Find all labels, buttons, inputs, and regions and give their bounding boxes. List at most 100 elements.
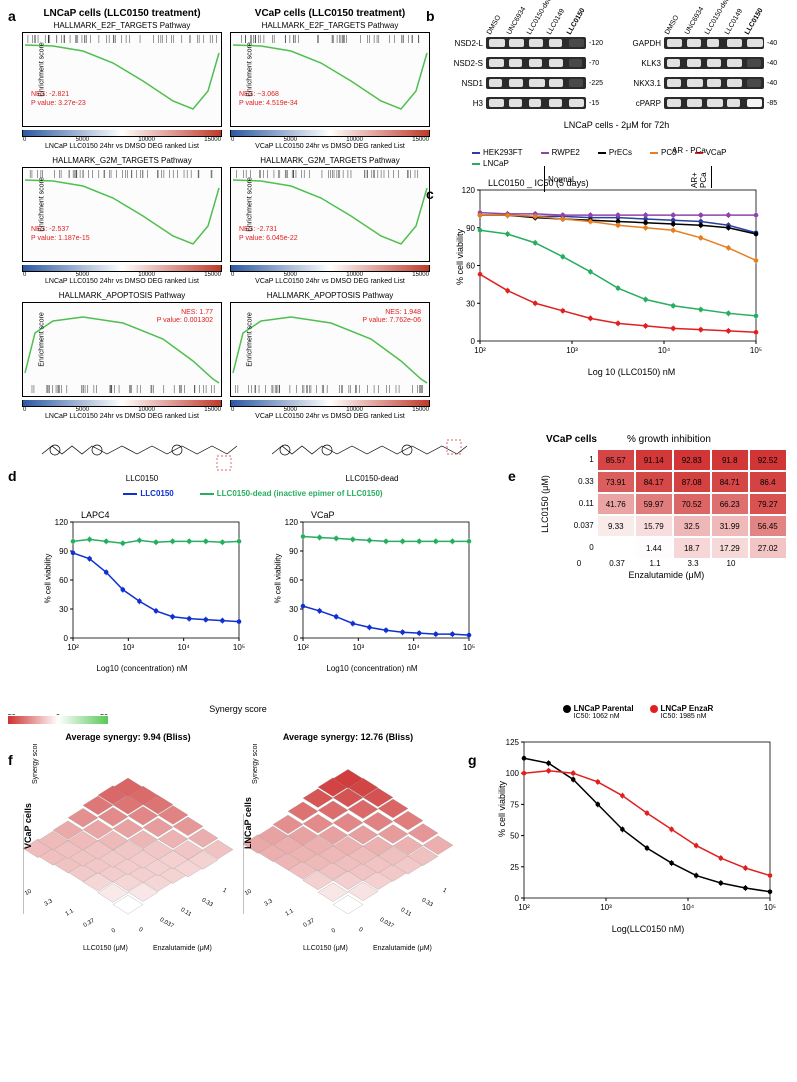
heatmap-cell: 70.52 bbox=[673, 493, 711, 515]
gsea-ylabel: Enrichment score bbox=[247, 42, 254, 96]
blot-mw: -15 bbox=[589, 100, 599, 107]
gsea-chart: NES: −3.068P value: 4.519e-34Enrichment … bbox=[230, 32, 430, 127]
legend-label: HEK293FT bbox=[483, 148, 523, 157]
e-ylabel: LLC0150 (μM) bbox=[540, 475, 550, 533]
panel-label-a: a bbox=[8, 8, 16, 24]
blot-mw: -85 bbox=[767, 100, 777, 107]
blot-row-label: KLK3 bbox=[622, 59, 664, 68]
gsea-xtick: 0 bbox=[231, 407, 234, 413]
svg-text:VCaP cells: VCaP cells bbox=[23, 803, 33, 849]
e-xlabel: Enzalutamide (μM) bbox=[546, 570, 787, 580]
blot-mw: -40 bbox=[767, 40, 777, 47]
gsea-col2-title: VCaP cells (LLC0150 treatment) bbox=[230, 8, 430, 19]
legend-label: VCaP bbox=[706, 148, 727, 157]
svg-text:0: 0 bbox=[56, 714, 60, 717]
panel-d: LLC0150 LLC0150-dead LLC0150LLC0150-dead… bbox=[22, 434, 492, 694]
svg-text:10²: 10² bbox=[297, 643, 309, 652]
synergy-surface: Average synergy: 12.76 (Bliss)-40-30-20-… bbox=[243, 732, 453, 954]
panel-label-d: d bbox=[8, 468, 17, 484]
blot-strip bbox=[486, 37, 586, 49]
svg-text:100: 100 bbox=[506, 769, 520, 778]
legend-item: LNCaP EnzaRIC50: 1985 nM bbox=[650, 704, 714, 720]
gsea-plot: HALLMARK_APOPTOSIS PathwayNES: 1.948P va… bbox=[230, 291, 430, 426]
legend-swatch bbox=[598, 152, 606, 154]
svg-text:0: 0 bbox=[64, 634, 69, 643]
legend-item: RWPE2 bbox=[541, 148, 580, 157]
svg-text:10²: 10² bbox=[518, 903, 530, 912]
blot-strip bbox=[664, 37, 764, 49]
heatmap-cell: 92.83 bbox=[673, 449, 711, 471]
heatmap-ytick: 0 bbox=[574, 537, 594, 559]
gsea-col-lncap: LNCaP cells (LLC0150 treatment) bbox=[22, 8, 222, 21]
blot-lane-label: LLC0150 bbox=[744, 7, 765, 36]
synergy-surface: Average synergy: 9.94 (Bliss)-40-30-20-1… bbox=[23, 732, 233, 954]
structure-llc0150 bbox=[37, 434, 247, 474]
svg-text:10³: 10³ bbox=[566, 346, 578, 355]
panel-b: DMSOUNC6934LLC0150-deadLLC0149LLC0150 NS… bbox=[444, 8, 789, 377]
blot-mw: -40 bbox=[767, 80, 777, 87]
struct2-label: LLC0150-dead bbox=[267, 474, 477, 483]
svg-text:10⁴: 10⁴ bbox=[177, 643, 190, 652]
gsea-xtick: 15000 bbox=[204, 272, 221, 278]
svg-text:60: 60 bbox=[466, 262, 475, 271]
heatmap-xtick: 3.3 bbox=[674, 559, 712, 568]
svg-text:90: 90 bbox=[466, 224, 475, 233]
svg-text:0: 0 bbox=[137, 927, 143, 934]
svg-text:0: 0 bbox=[111, 927, 117, 934]
synergy-color-scale: 20 0 -20 bbox=[8, 714, 108, 728]
svg-text:Enzalutamide (μM): Enzalutamide (μM) bbox=[373, 945, 432, 952]
heatmap-xtick: 0 bbox=[560, 559, 598, 568]
blot-lane-label: LLC0150 bbox=[566, 7, 587, 36]
blot-strip bbox=[486, 77, 586, 89]
heatmap-ytick: 1 bbox=[574, 449, 594, 471]
panel-label-e: e bbox=[508, 468, 516, 484]
c-xlabel: Log 10 (LLC0150) nM bbox=[474, 367, 789, 377]
panel-c: HEK293FTRWPE2PrECsPC3VCaPLNCaPNormalAR -… bbox=[444, 148, 789, 377]
legend-label: LLC0150-dead (inactive epimer of LLC0150… bbox=[217, 489, 383, 498]
legend-swatch bbox=[123, 493, 137, 495]
svg-text:10⁴: 10⁴ bbox=[658, 346, 671, 355]
svg-text:120: 120 bbox=[462, 186, 476, 195]
svg-text:0.37: 0.37 bbox=[303, 918, 317, 929]
heatmap-cell: 18.7 bbox=[673, 537, 711, 559]
blot-strip bbox=[664, 97, 764, 109]
legend-label: RWPE2 bbox=[552, 148, 580, 157]
gsea-note: LNCaP LLC0150 24hr vs DMSO DEG ranked Li… bbox=[22, 413, 222, 420]
svg-text:3.3: 3.3 bbox=[264, 898, 275, 908]
gsea-note: LNCaP LLC0150 24hr vs DMSO DEG ranked Li… bbox=[22, 278, 222, 285]
heatmap-cell: 79.27 bbox=[749, 493, 787, 515]
svg-text:10: 10 bbox=[24, 888, 33, 897]
heatmap-cell: 84.71 bbox=[711, 471, 749, 493]
blot-caption: LNCaP cells - 2μM for 72h bbox=[444, 120, 789, 130]
heatmap-cell: 31.99 bbox=[711, 515, 749, 537]
legend-swatch bbox=[650, 152, 658, 154]
svg-text:LLC0150 _ IC50 (5 days): LLC0150 _ IC50 (5 days) bbox=[488, 178, 589, 188]
dose-response-chart-g: 025507510012510²10³10⁴10⁵ bbox=[488, 724, 778, 924]
heatmap-cell: 41.76 bbox=[597, 493, 635, 515]
svg-text:1.1: 1.1 bbox=[65, 908, 76, 918]
svg-text:10: 10 bbox=[244, 888, 253, 897]
gsea-chart: NES: 1.948P value: 7.762e-06Enrichment s… bbox=[230, 302, 430, 397]
heatmap-xtick: 10 bbox=[712, 559, 750, 568]
heatmap-row: 9.3315.7932.531.9956.45 bbox=[597, 515, 787, 537]
svg-text:75: 75 bbox=[510, 800, 519, 809]
svg-text:10²: 10² bbox=[474, 346, 486, 355]
blot-strip bbox=[486, 57, 586, 69]
blot-lane-label: DMSO bbox=[486, 14, 503, 36]
svg-text:30: 30 bbox=[59, 605, 68, 614]
heatmap-cell: 84.17 bbox=[635, 471, 673, 493]
svg-text:0: 0 bbox=[515, 894, 520, 903]
heatmap-row: 73.9184.1787.0884.7186.4 bbox=[597, 471, 787, 493]
svg-text:10⁵: 10⁵ bbox=[463, 643, 475, 652]
gsea-ylabel: Enrichment score bbox=[247, 177, 254, 231]
svg-text:0: 0 bbox=[471, 337, 476, 346]
gsea-xtick: 15000 bbox=[412, 407, 429, 413]
gsea-xtick: 15000 bbox=[204, 407, 221, 413]
figure-root: a b LNCaP cells (LLC0150 treatment) VCaP… bbox=[8, 8, 789, 954]
gsea-plot: HALLMARK_APOPTOSIS PathwayNES: 1.77P val… bbox=[22, 291, 222, 426]
panel-e: VCaP cells % growth inhibition LLC0150 (… bbox=[516, 434, 787, 694]
gsea-pathway-name: HALLMARK_APOPTOSIS Pathway bbox=[22, 291, 222, 300]
heatmap-cell: 17.29 bbox=[711, 537, 749, 559]
heatmap-cell bbox=[597, 537, 635, 559]
svg-text:0: 0 bbox=[357, 927, 363, 934]
